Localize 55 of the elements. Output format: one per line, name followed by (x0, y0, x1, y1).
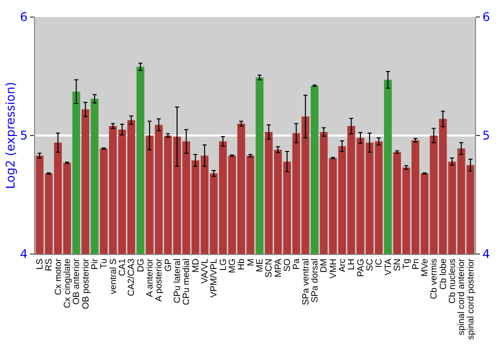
x-tick-label: GP (162, 258, 173, 272)
x-tick-label: VMH (328, 258, 338, 279)
x-tick-label: DM (318, 258, 329, 273)
y-tick-label: 5 (20, 128, 28, 143)
y2-tick-label: 6 (482, 10, 490, 24)
x-tick-label: CPu medial (181, 258, 192, 306)
x-tick-label: SCN (264, 258, 274, 278)
x-tick-label: Cb vermis (428, 258, 439, 300)
x-tick-label: MVe (420, 258, 430, 277)
x-tick-label: Pn (410, 258, 420, 270)
y2-tick-label: 5 (482, 128, 490, 143)
x-tick-label: CA1 (117, 258, 128, 276)
x-tick-label: Tu (98, 258, 109, 269)
x-tick-label: SPa ventral (300, 258, 310, 306)
y2-tick-label: 4 (482, 247, 490, 262)
x-tick-label: SC (364, 258, 375, 272)
x-tick-label: SPa dorsal (310, 258, 320, 303)
x-tick-label: LS (34, 258, 45, 270)
x-tick-label: M (245, 258, 256, 266)
x-tick-label: VTA (382, 258, 393, 276)
x-tick-label: RS (44, 258, 54, 272)
x-tick-label: spinal cord anterior (456, 258, 466, 336)
x-tick-label: MPA (272, 258, 283, 278)
y-axis-title: Log2 (expression) (3, 82, 18, 189)
x-tick-label: ME (254, 258, 265, 272)
x-tick-label: PAG (355, 258, 366, 277)
x-tick-label: LH (346, 258, 356, 270)
x-tick-label: OB anterior (71, 258, 82, 305)
x-tick-label: CPu lateral (172, 258, 182, 304)
x-tick-label: Hb (236, 258, 246, 270)
x-tick-label: VA/VL (200, 258, 210, 284)
x-tick-label: SN (392, 258, 402, 272)
x-tick-label: MG (227, 258, 238, 274)
x-tick-label: SO (282, 258, 292, 272)
x-tick-label: Pir (90, 258, 100, 270)
x-tick-label: spinal cord posterior (465, 258, 476, 340)
x-tick-label: ventral S (108, 258, 118, 294)
x-tick-label: OB posterior (80, 258, 90, 310)
x-tick-label: IC (374, 258, 384, 268)
x-tick-label: Cb nucleus (447, 258, 458, 304)
x-tick-label: Cb lobe (438, 258, 448, 290)
x-tick-label: Tg (401, 258, 412, 270)
x-tick-label: CA2/CA3 (126, 258, 136, 296)
x-tick-label: Cx motor (52, 258, 63, 296)
x-tick-label: Pa (291, 258, 302, 270)
x-tick-label: Cx cingulate (62, 258, 72, 308)
x-tick-label: DG (135, 258, 146, 272)
y-tick-label: 4 (20, 247, 28, 262)
x-tick-label: LG (218, 258, 228, 271)
x-tick-label: MD (190, 258, 200, 273)
x-tick-label: A posterior (154, 258, 164, 302)
x-tick-label: Arc (337, 258, 348, 272)
x-tick-label: VPM/VPL (208, 258, 219, 298)
y-tick-label: 6 (20, 10, 28, 24)
x-tick-label: A anterior (144, 258, 155, 298)
